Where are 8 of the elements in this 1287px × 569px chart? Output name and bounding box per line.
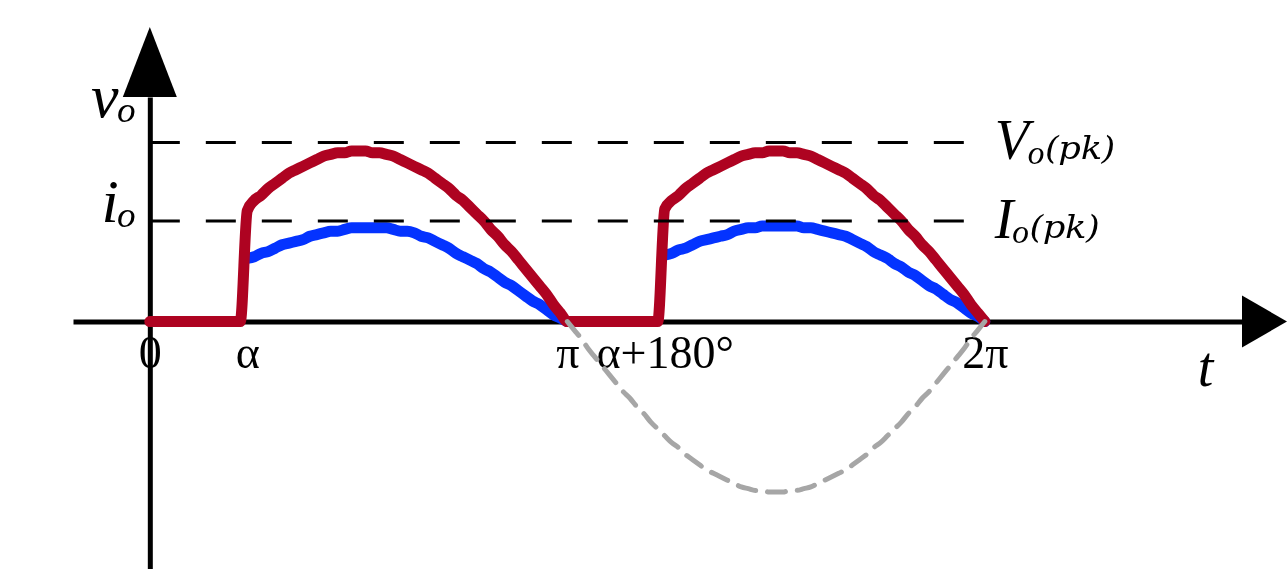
- x-axis-title: t: [1197, 336, 1215, 399]
- x-tick-label: 2π: [962, 327, 1009, 379]
- y-axis-title: vₒ iₒ: [91, 61, 137, 235]
- x-tick-label: π: [556, 327, 580, 379]
- x-tick-label: α+180°: [596, 327, 734, 379]
- x-tick-label: α: [235, 327, 260, 379]
- ref-line-label: Vₒ₍ₚₖ₎: [994, 109, 1116, 172]
- ref-line-label: Iₒ₍ₚₖ₎: [993, 187, 1100, 250]
